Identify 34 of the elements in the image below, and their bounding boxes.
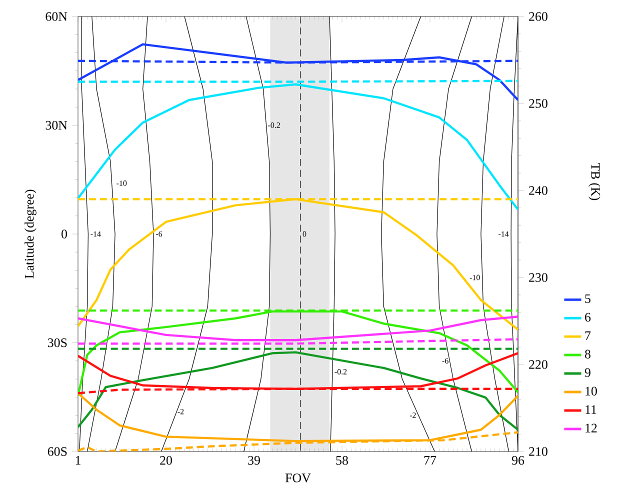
y2-tick-label: 230: [529, 273, 548, 282]
line-series: [78, 316, 518, 342]
x-axis-title: FOV: [285, 474, 311, 482]
legend-label: 7: [585, 331, 591, 340]
x-tick-label: 77: [424, 456, 436, 464]
line-series: [78, 351, 518, 431]
x-tick-label: 1: [76, 456, 80, 465]
legend-label: 5: [585, 294, 590, 304]
y-tick-label: 60S: [48, 447, 67, 456]
legend-label: 12: [586, 424, 597, 432]
y2-tick-label: 220: [529, 360, 548, 369]
legend-label: 6: [585, 312, 591, 322]
legend-label: 11: [586, 405, 596, 414]
y-tick-label: 60N: [46, 12, 68, 21]
y2-axis-title: TB (K): [588, 163, 600, 200]
y2-tick-label: 240: [529, 186, 548, 195]
line-series: [78, 198, 518, 331]
y2-tick-label: 250: [529, 99, 548, 108]
y2-tick-label: 210: [529, 447, 548, 456]
line-series: [78, 83, 518, 211]
x-tick-label: 58: [336, 456, 348, 465]
x-tick-label: 20: [160, 456, 172, 465]
x-tick-label: 96: [512, 456, 524, 465]
line-series: [78, 310, 518, 397]
legend-label: 10: [586, 386, 597, 396]
y-axis-title: Latitude (degree): [24, 190, 36, 278]
y-tick-label: 0: [62, 230, 68, 238]
y2-tick-label: 260: [529, 12, 548, 21]
y-tick-label: 30S: [48, 338, 67, 348]
x-tick-label: 39: [248, 456, 260, 465]
y-tick-label: 30N: [46, 120, 68, 130]
line-series: [78, 43, 518, 102]
legend-label: 9: [584, 368, 590, 377]
legend-label: 8: [584, 350, 590, 358]
